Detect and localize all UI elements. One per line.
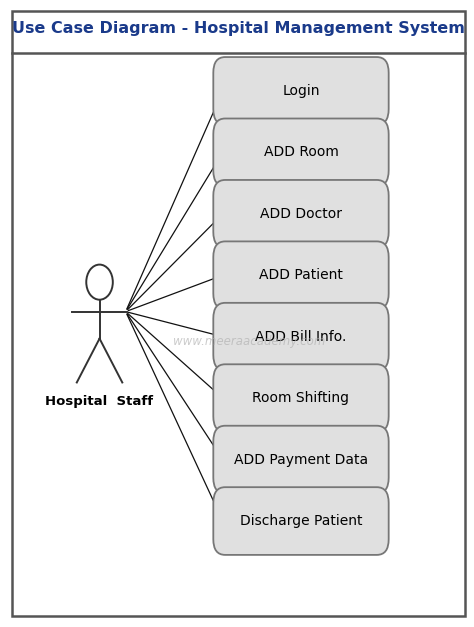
FancyBboxPatch shape — [12, 11, 465, 616]
FancyBboxPatch shape — [213, 57, 389, 125]
Text: ADD Patient: ADD Patient — [259, 268, 343, 282]
Text: Discharge Patient: Discharge Patient — [240, 514, 362, 528]
FancyBboxPatch shape — [213, 180, 389, 248]
Circle shape — [86, 265, 113, 300]
FancyBboxPatch shape — [213, 426, 389, 493]
Text: Hospital  Staff: Hospital Staff — [46, 395, 154, 408]
FancyBboxPatch shape — [213, 119, 389, 186]
FancyBboxPatch shape — [213, 303, 389, 371]
Text: Room Shifting: Room Shifting — [253, 391, 349, 405]
Text: ADD Bill Info.: ADD Bill Info. — [255, 330, 346, 344]
FancyBboxPatch shape — [213, 364, 389, 432]
Text: ADD Room: ADD Room — [264, 145, 338, 159]
FancyBboxPatch shape — [213, 487, 389, 555]
Text: Login: Login — [282, 84, 320, 98]
Text: ADD Payment Data: ADD Payment Data — [234, 453, 368, 466]
Text: ADD Doctor: ADD Doctor — [260, 207, 342, 221]
Text: www.meeraacademy.com: www.meeraacademy.com — [173, 335, 325, 348]
FancyBboxPatch shape — [213, 241, 389, 309]
Text: Use Case Diagram - Hospital Management System: Use Case Diagram - Hospital Management S… — [12, 21, 465, 36]
